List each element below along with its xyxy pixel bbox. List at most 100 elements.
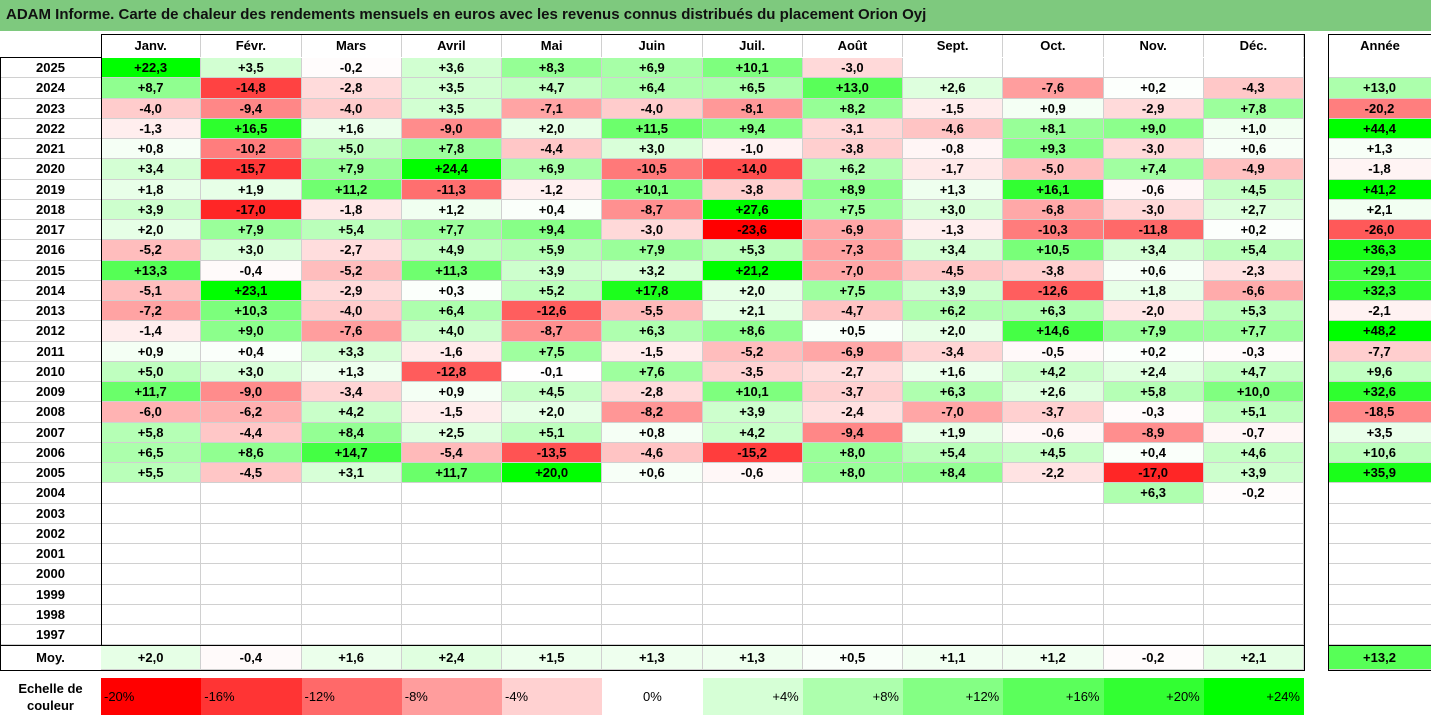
heatmap-cell: +7,5: [802, 199, 903, 220]
year-label: 2000: [0, 564, 101, 585]
heatmap-cell: +3,3: [301, 341, 402, 362]
heatmap-cell: +13,0: [802, 78, 903, 99]
month-header: Mai: [502, 35, 603, 57]
heatmap-cell: [903, 584, 1004, 605]
heatmap-cell: [903, 58, 1004, 79]
heatmap-cell: -9,0: [201, 382, 302, 403]
heatmap-cell: +1,3: [903, 179, 1004, 200]
heatmap-cell: [101, 544, 202, 565]
heatmap-cell: +6,9: [502, 159, 603, 180]
heatmap-cell: -1,0: [702, 139, 803, 160]
annual-cell: [1328, 58, 1431, 79]
month-header: Nov.: [1104, 35, 1204, 57]
heatmap-cell: +7,7: [1203, 321, 1304, 342]
heatmap-cell: +16,1: [1003, 179, 1104, 200]
heatmap-cell: +5,4: [1203, 240, 1304, 261]
heatmap-cell: -2,9: [1103, 98, 1204, 119]
heatmap-cell: +10,1: [702, 382, 803, 403]
heatmap-cell: -0,6: [1103, 179, 1204, 200]
heatmap-cell: +8,6: [201, 442, 302, 463]
heatmap-cell: +0,9: [101, 341, 202, 362]
heatmap-cell: [802, 604, 903, 625]
heatmap-cell: -4,6: [602, 442, 703, 463]
heatmap-cell: +5,0: [301, 139, 402, 160]
annual-cell: [1328, 604, 1431, 625]
heatmap-cell: +3,4: [903, 240, 1004, 261]
heatmap-cell: -7,2: [101, 301, 202, 322]
heatmap-cell: +2,6: [903, 78, 1004, 99]
annual-cell: +32,6: [1328, 382, 1431, 403]
year-label: 2013: [0, 301, 101, 322]
heatmap-cell: [1103, 564, 1204, 585]
legend-swatch: +24%: [1203, 678, 1304, 715]
heatmap-cell: -3,4: [301, 382, 402, 403]
heatmap-cell: -0,3: [1203, 341, 1304, 362]
year-label: 2005: [0, 463, 101, 484]
average-cell: +1,3: [602, 646, 703, 670]
heatmap-cell: -0,7: [1203, 422, 1304, 443]
heatmap-cell: +23,1: [201, 280, 302, 301]
heatmap-cell: +7,7: [401, 220, 502, 241]
heatmap-cell: -2,9: [301, 280, 402, 301]
heatmap-cell: +11,2: [301, 179, 402, 200]
heatmap-cell: +5,1: [1203, 402, 1304, 423]
heatmap-cell: [301, 604, 402, 625]
year-label: 2022: [0, 119, 101, 139]
heatmap-cell: +3,9: [502, 260, 603, 281]
heatmap-cell: [903, 625, 1004, 646]
heatmap-cell: [201, 503, 302, 524]
heatmap-cell: +7,8: [1203, 98, 1304, 119]
heatmap-cell: +1,2: [401, 199, 502, 220]
heatmap-cell: -4,3: [1203, 78, 1304, 99]
annual-cell: [1328, 625, 1431, 646]
heatmap-cell: +3,9: [903, 280, 1004, 301]
heatmap-cell: -4,0: [101, 98, 202, 119]
heatmap-cell: +0,2: [1203, 220, 1304, 241]
heatmap-cell: +5,1: [502, 422, 603, 443]
annual-average-cell: +13,2: [1328, 646, 1431, 670]
heatmap-cell: +8,7: [101, 78, 202, 99]
heatmap-cell: +2,0: [903, 321, 1004, 342]
year-label: 2023: [0, 99, 101, 119]
heatmap-cell: +1,6: [301, 118, 402, 139]
heatmap-cell: [401, 544, 502, 565]
month-header: Févr.: [201, 35, 302, 57]
year-label: 2004: [0, 483, 101, 504]
heatmap-cell: +16,5: [201, 118, 302, 139]
legend-swatch: -8%: [401, 678, 502, 715]
heatmap-cell: +3,6: [401, 58, 502, 79]
annual-cell: -7,7: [1328, 341, 1431, 362]
year-label: 2015: [0, 261, 101, 281]
annual-header: Année: [1360, 38, 1400, 53]
legend-swatch: +16%: [1003, 678, 1104, 715]
heatmap-cell: -3,0: [1103, 139, 1204, 160]
heatmap-cell: -1,6: [401, 341, 502, 362]
heatmap-cell: +6,4: [401, 301, 502, 322]
heatmap-cell: -7,0: [903, 402, 1004, 423]
heatmap-cell: [1003, 483, 1104, 504]
average-cell: +1,2: [1003, 646, 1104, 670]
heatmap-cell: -5,0: [1003, 159, 1104, 180]
annual-cell: +13,0: [1328, 78, 1431, 99]
year-label: 2002: [0, 524, 101, 544]
heatmap-cell: [1103, 503, 1204, 524]
annual-cell: +29,1: [1328, 260, 1431, 281]
heatmap-cell: -1,3: [101, 118, 202, 139]
heatmap-cell: -3,0: [602, 220, 703, 241]
heatmap-cell: [903, 503, 1004, 524]
heatmap-cell: -3,0: [802, 58, 903, 79]
heatmap-cell: -0,6: [702, 463, 803, 484]
heatmap-cell: +3,5: [201, 58, 302, 79]
year-label: 2014: [0, 281, 101, 301]
heatmap-cell: -1,8: [301, 199, 402, 220]
heatmap-cell: +4,7: [502, 78, 603, 99]
heatmap-cell: [1003, 58, 1104, 79]
heatmap-cell: [802, 483, 903, 504]
heatmap-cell: -2,4: [802, 402, 903, 423]
heatmap-cell: -1,5: [401, 402, 502, 423]
year-label: 2008: [0, 402, 101, 423]
annual-cell: [1328, 503, 1431, 524]
heatmap-cell: [903, 564, 1004, 585]
heatmap-cell: -17,0: [1103, 463, 1204, 484]
heatmap-cell: +22,3: [101, 58, 202, 79]
